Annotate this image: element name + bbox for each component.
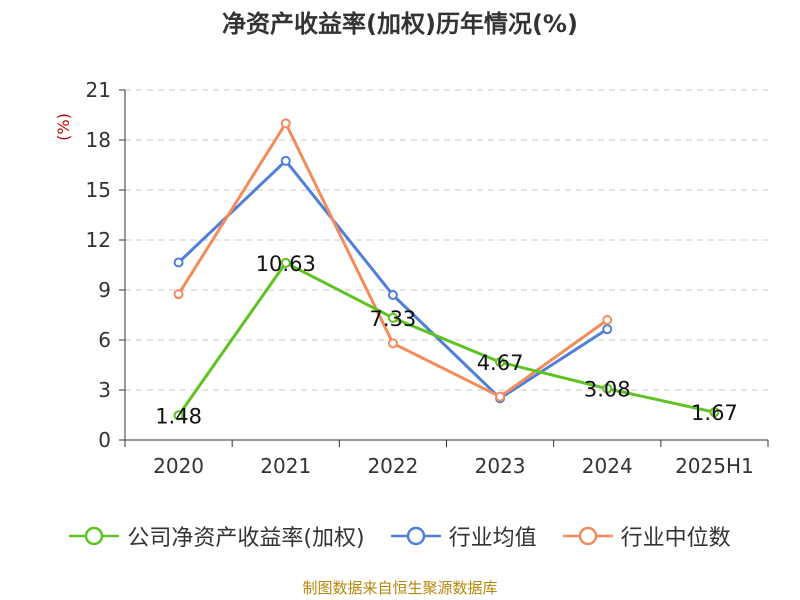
data-label: 1.48 (155, 404, 202, 428)
x-tick-label: 2025H1 (675, 454, 754, 478)
data-point-0 (602, 383, 613, 394)
data-point-2 (495, 391, 506, 402)
data-label: 3.08 (584, 378, 631, 402)
legend-label-industry-mean: 行业均值 (448, 526, 537, 551)
series-line-1 (177, 159, 609, 400)
data-point-1 (173, 257, 184, 268)
data-label: 4.67 (477, 351, 524, 375)
data-point-0 (173, 410, 184, 421)
legend-label-industry-median: 行业中位数 (620, 526, 731, 551)
y-tick-label: 12 (86, 228, 111, 252)
x-tick-label: 2021 (260, 454, 311, 478)
legend-swatch-company (69, 526, 120, 546)
source-note: 制图数据来自恒生聚源数据库 (302, 579, 498, 597)
y-tick-label: 3 (98, 378, 111, 402)
data-point-0 (709, 407, 720, 418)
data-point-2 (602, 315, 613, 325)
data-point-1 (280, 155, 291, 166)
x-tick-label: 2024 (582, 454, 633, 478)
series-line-2 (177, 121, 609, 399)
data-point-0 (495, 357, 506, 368)
y-tick-label: 6 (98, 328, 111, 352)
y-tick-label: 18 (86, 128, 111, 152)
x-tick-label: 2023 (475, 454, 526, 478)
legend-swatch-industry-mean (390, 526, 441, 546)
legend-item-industry-mean[interactable]: 行业均值 (390, 520, 537, 552)
legend-label-company: 公司净资产收益率(加权) (127, 526, 365, 551)
data-point-2 (173, 289, 184, 300)
x-tick-label: 2022 (367, 454, 418, 478)
legend: 公司净资产收益率(加权) 行业均值 行业中位数 (0, 518, 800, 554)
y-tick-label: 9 (98, 278, 111, 302)
data-label: 10.63 (256, 252, 316, 276)
chart-title: 净资产收益率(加权)历年情况(%) (222, 10, 578, 38)
y-axis-label: (%) (54, 113, 73, 141)
data-point-1 (387, 290, 398, 300)
data-label: 1.67 (691, 401, 738, 425)
data-point-2 (387, 338, 398, 349)
series-line-0 (177, 261, 715, 417)
y-tick-label: 0 (98, 428, 111, 452)
x-tick-label: 2020 (153, 454, 204, 478)
data-point-0 (387, 312, 398, 323)
legend-swatch-industry-median (562, 526, 613, 546)
legend-item-company[interactable]: 公司净资产收益率(加权) (69, 520, 365, 552)
legend-item-industry-median[interactable]: 行业中位数 (562, 520, 731, 552)
y-tick-label: 15 (86, 178, 111, 202)
data-label: 7.33 (370, 307, 417, 331)
y-tick-label: 21 (86, 78, 111, 102)
data-point-0 (280, 257, 291, 268)
data-point-2 (280, 118, 291, 129)
data-point-1 (602, 324, 613, 335)
